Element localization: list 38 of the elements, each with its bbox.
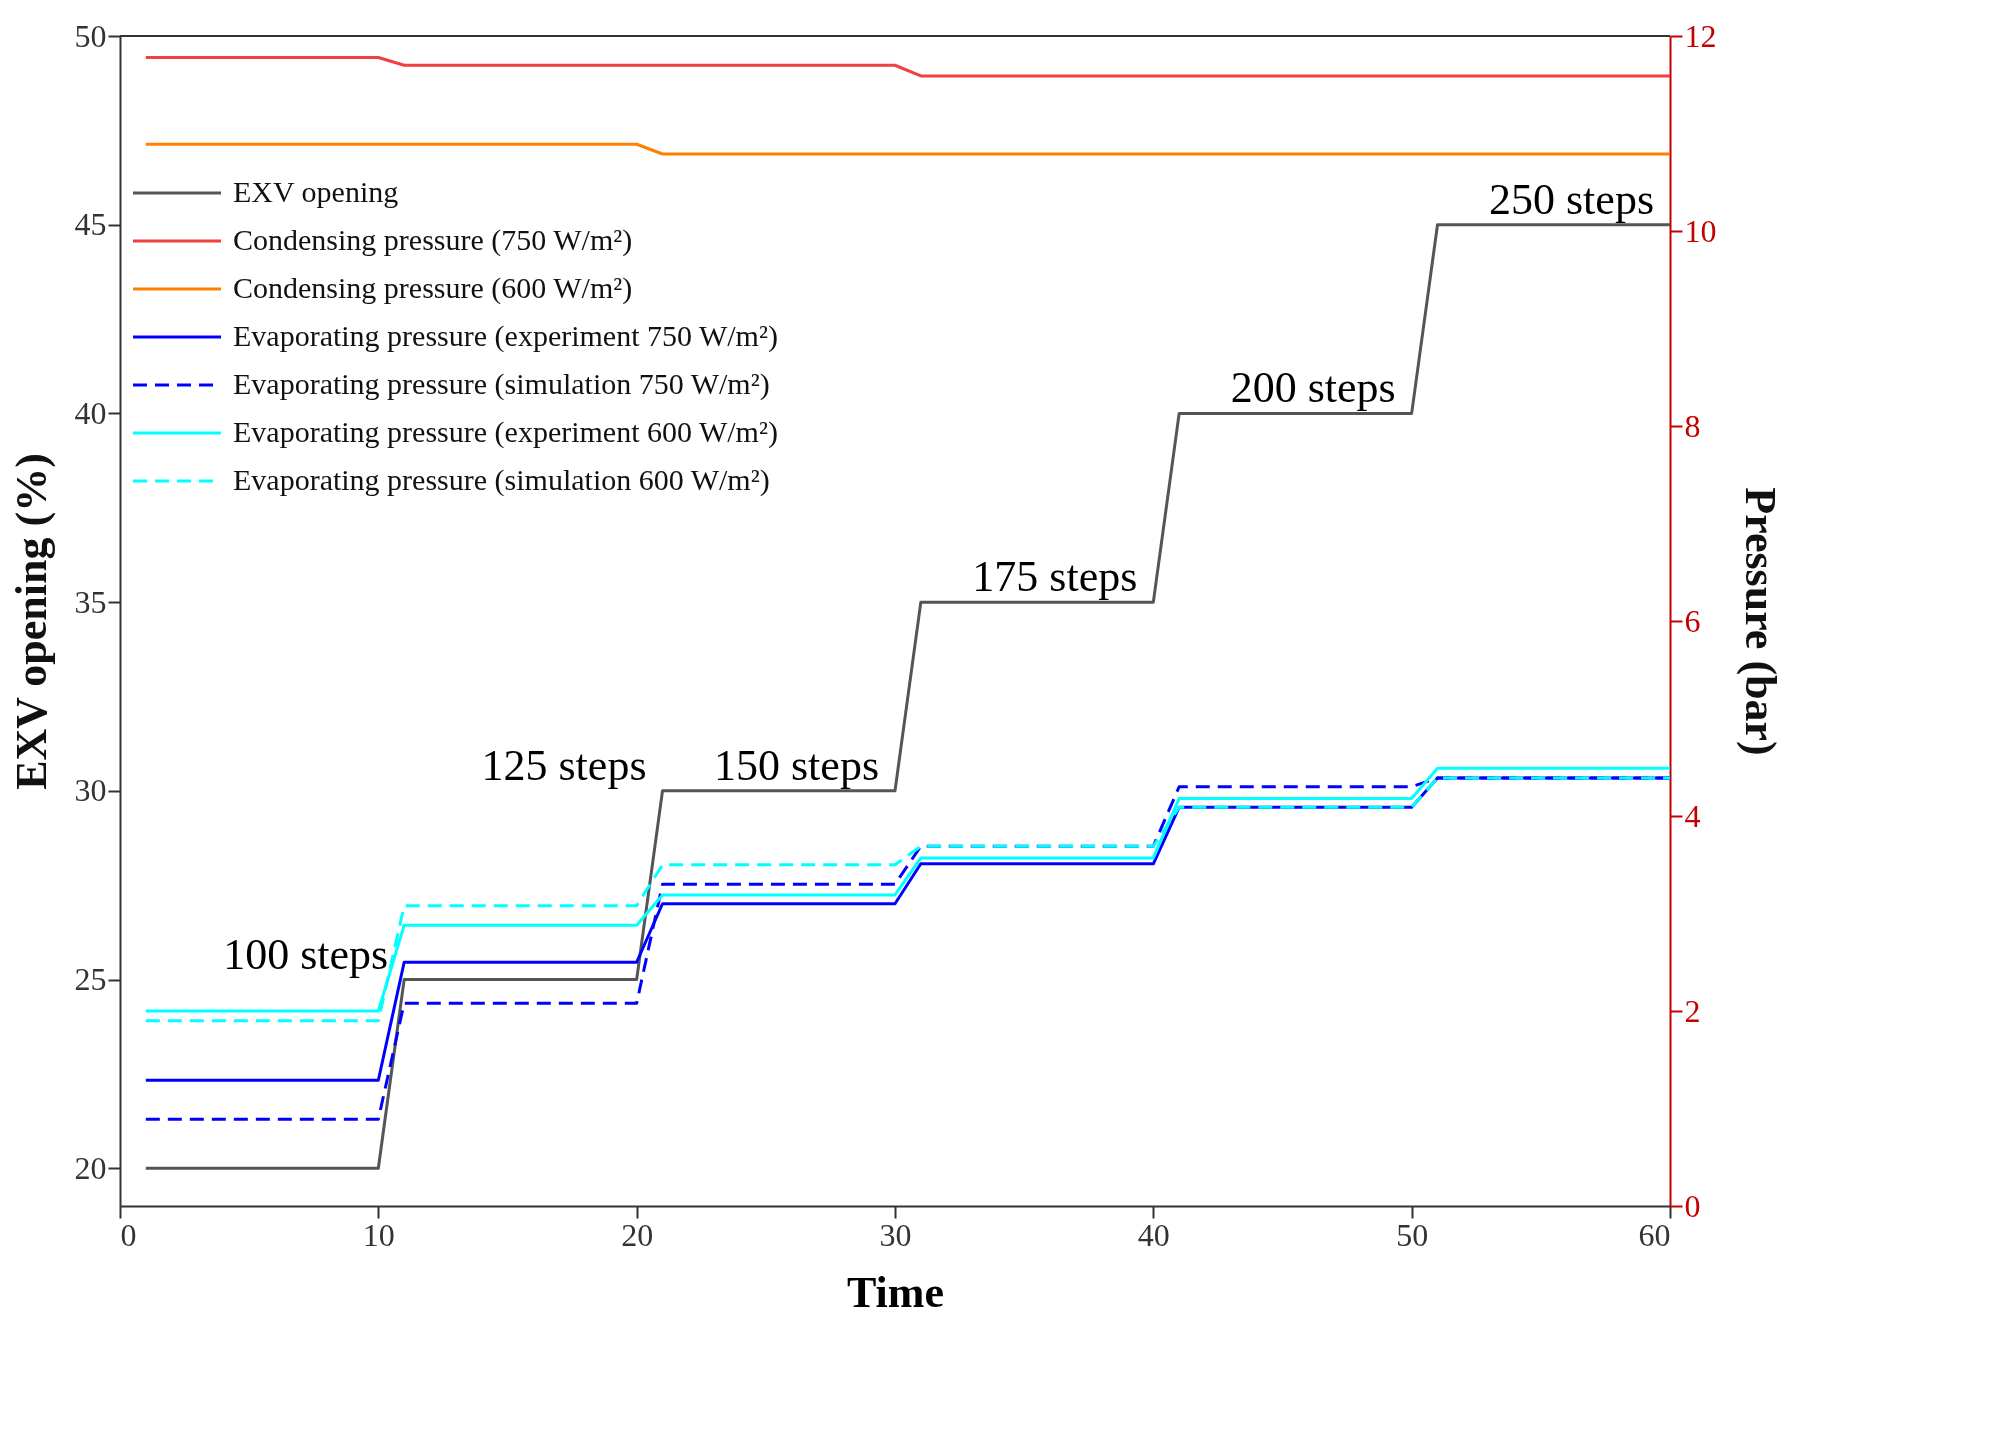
y2-tick-label: 4 [1684,797,1701,834]
x-tick-label: 50 [1396,1216,1429,1253]
legend-label: Evaporating pressure (experiment 750 W/m²) [233,319,778,353]
y-tick-label: 30 [74,772,107,809]
y2-tick-label: 2 [1684,992,1701,1029]
y2-tick-label: 0 [1684,1187,1701,1224]
x-tick-label: 60 [1638,1216,1671,1253]
line-series [144,223,1672,1170]
x-tick-label: 40 [1137,1216,1170,1253]
y-tick-label: 45 [74,206,107,243]
annotation: 125 steps [481,740,647,790]
x-tick-label: 20 [621,1216,654,1253]
y-tick-label: 40 [74,394,107,431]
y2-tick-label: 6 [1684,602,1701,639]
legend-label: Evaporating pressure (simulation 750 W/m²) [233,367,770,401]
y-axis-title: EXV opening (%) [6,453,56,790]
y-tick-label: 35 [74,583,107,620]
annotation: 175 steps [972,552,1138,602]
legend-label: Evaporating pressure (experiment 600 W/m²) [233,415,778,449]
annotation: 150 steps [714,740,879,790]
y2-tick-label: 10 [1684,212,1717,249]
annotation: 100 steps [223,929,389,979]
y2-axis-title: Pressure (bar) [1735,487,1785,756]
y2-tick-label: 8 [1684,407,1701,444]
annotation: 200 steps [1230,363,1396,413]
x-tick-label: 30 [879,1216,912,1253]
legend-label: EXV opening [233,175,399,208]
x-tick-label: 0 [120,1216,137,1253]
y2-tick-label: 12 [1684,17,1717,54]
legend-label: Condensing pressure (600 W/m²) [233,271,633,305]
y-tick-label: 20 [74,1149,107,1186]
legend-label: Condensing pressure (750 W/m²) [233,223,633,257]
y-tick-label: 50 [74,17,107,54]
annotation: 250 steps [1489,174,1654,224]
x-tick-label: 10 [362,1216,395,1253]
x-axis-title: Time [847,1267,944,1317]
legend-label: Evaporating pressure (simulation 600 W/m²) [233,463,770,497]
y-tick-label: 25 [74,961,107,998]
